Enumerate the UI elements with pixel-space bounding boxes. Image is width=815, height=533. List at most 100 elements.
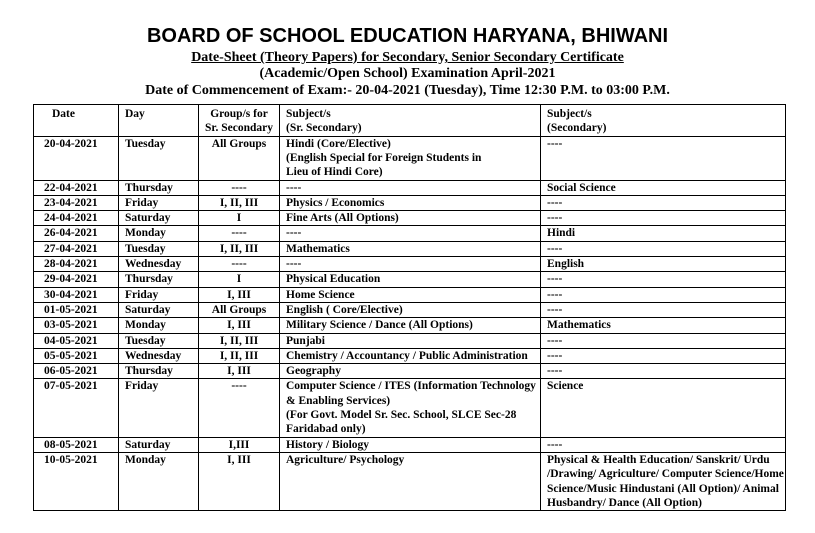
cell-subject-sr: ---- [279,256,541,273]
cell-subject-sec: ---- [540,332,786,349]
cell-date: 23-04-2021 [33,194,119,212]
cell-day: Tuesday [118,240,199,258]
cell-group: ---- [198,256,280,273]
cell-date: 03-05-2021 [33,317,119,334]
cell-group: I [198,210,280,227]
cell-date: 27-04-2021 [33,240,119,258]
cell-day: Wednesday [118,256,199,273]
cell-subject-sec: Social Science [540,179,786,196]
cell-subject-sr: Home Science [279,286,541,303]
table-header-row: Date Day Group/s for Sr. Secondary Subje… [33,104,786,137]
cell-group: I, III [198,451,280,512]
cell-date: 07-05-2021 [33,378,119,438]
cell-subject-sec: ---- [540,436,786,453]
cell-date: 26-04-2021 [33,225,119,242]
cell-subject-sec: Physical & Health Education/ Sanskrit/ U… [540,451,786,512]
header-day: Day [118,104,199,137]
cell-subject-sr: Punjabi [279,332,541,349]
table-row: 30-04-2021 Friday I, III Home Science ---- [33,286,786,303]
cell-subject-sr: Computer Science / ITES (Information Tec… [279,378,541,438]
table-row: 03-05-2021 Monday I, III Military Science /… [33,317,786,334]
cell-subject-sec: ---- [540,135,786,181]
cell-subject-sr: ---- [279,225,541,242]
cell-subject-sec: ---- [540,363,786,380]
cell-subject-sec: ---- [540,301,786,319]
table-row: 28-04-2021 Wednesday ---- ---- English [33,256,786,273]
cell-subject-sec: ---- [540,286,786,303]
cell-day: Thursday [118,271,199,288]
table-row: 05-05-2021 Wednesday I, II, III Chemistry /… [33,347,786,365]
table-row: 24-04-2021 Saturday I Fine Arts (All Option… [33,210,786,227]
cell-day: Saturday [118,301,199,319]
table-row: 29-04-2021 Thursday I Physical Education ---… [33,271,786,288]
cell-group: All Groups [198,135,280,181]
cell-subject-sec: ---- [540,194,786,212]
cell-group: I,III [198,436,280,453]
cell-group: I, II, III [198,240,280,258]
cell-group: ---- [198,225,280,242]
cell-subject-sr: Hindi (Core/Elective) (English Special f… [279,135,541,181]
table-row: 01-05-2021 Saturday All Groups English ( Co… [33,301,786,319]
cell-group: I, III [198,286,280,303]
table-row: 27-04-2021 Tuesday I, II, III Mathematics --… [33,240,786,258]
cell-day: Friday [118,194,199,212]
cell-day: Monday [118,225,199,242]
cell-subject-sr: Fine Arts (All Options) [279,210,541,227]
cell-day: Saturday [118,210,199,227]
cell-group: I, II, III [198,332,280,349]
cell-group: I, III [198,317,280,334]
cell-date: 20-04-2021 [33,135,119,181]
table-row: 07-05-2021 Friday ---- Computer Science / I… [33,378,786,438]
cell-day: Thursday [118,179,199,196]
cell-date: 24-04-2021 [33,210,119,227]
cell-subject-sec: ---- [540,271,786,288]
cell-group: I, III [198,363,280,380]
cell-date: 05-05-2021 [33,347,119,365]
cell-subject-sr: Mathematics [279,240,541,258]
table-row: 20-04-2021 Tuesday All Groups Hindi (Core/E… [33,135,786,181]
cell-subject-sr: History / Biology [279,436,541,453]
cell-date: 29-04-2021 [33,271,119,288]
cell-subject-sec: Mathematics [540,317,786,334]
cell-day: Tuesday [118,332,199,349]
commencement-info: Date of Commencement of Exam:- 20-04-202… [145,83,670,98]
cell-group: I, II, III [198,347,280,365]
cell-subject-sr: ---- [279,179,541,196]
cell-subject-sec: ---- [540,210,786,227]
cell-subject-sr: Physical Education [279,271,541,288]
cell-group: ---- [198,378,280,438]
date-sheet-table: Date Day Group/s for Sr. Secondary Subje… [33,104,786,512]
cell-group: I, II, III [198,194,280,212]
cell-subject-sec: Science [540,378,786,438]
table-row: 10-05-2021 Monday I, III Agriculture/ Psych… [33,451,786,512]
cell-day: Monday [118,451,199,512]
cell-day: Wednesday [118,347,199,365]
cell-date: 22-04-2021 [33,179,119,196]
cell-day: Tuesday [118,135,199,181]
cell-group: All Groups [198,301,280,319]
table-row: 06-05-2021 Thursday I, III Geography ---- [33,363,786,380]
cell-day: Monday [118,317,199,334]
cell-date: 08-05-2021 [33,436,119,453]
cell-day: Friday [118,378,199,438]
cell-date: 10-05-2021 [33,451,119,512]
cell-subject-sr: Agriculture/ Psychology [279,451,541,512]
header-date: Date [33,104,119,137]
cell-subject-sr: Physics / Economics [279,194,541,212]
table-row: 23-04-2021 Friday I, II, III Physics / Econ… [33,194,786,212]
cell-day: Saturday [118,436,199,453]
cell-subject-sr: Military Science / Dance (All Options) [279,317,541,334]
cell-subject-sec: English [540,256,786,273]
header-subject-sr: Subject/s (Sr. Secondary) [279,104,541,137]
cell-subject-sec: ---- [540,240,786,258]
cell-group: I [198,271,280,288]
cell-subject-sec: ---- [540,347,786,365]
cell-subject-sr: English ( Core/Elective) [279,301,541,319]
table-row: 04-05-2021 Tuesday I, II, III Punjabi ---- [33,332,786,349]
cell-date: 01-05-2021 [33,301,119,319]
cell-subject-sr: Geography [279,363,541,380]
cell-group: ---- [198,179,280,196]
header-subject-sec: Subject/s (Secondary) [540,104,786,137]
cell-date: 30-04-2021 [33,286,119,303]
document-subtitle: Date-Sheet (Theory Papers) for Secondary… [191,50,624,65]
